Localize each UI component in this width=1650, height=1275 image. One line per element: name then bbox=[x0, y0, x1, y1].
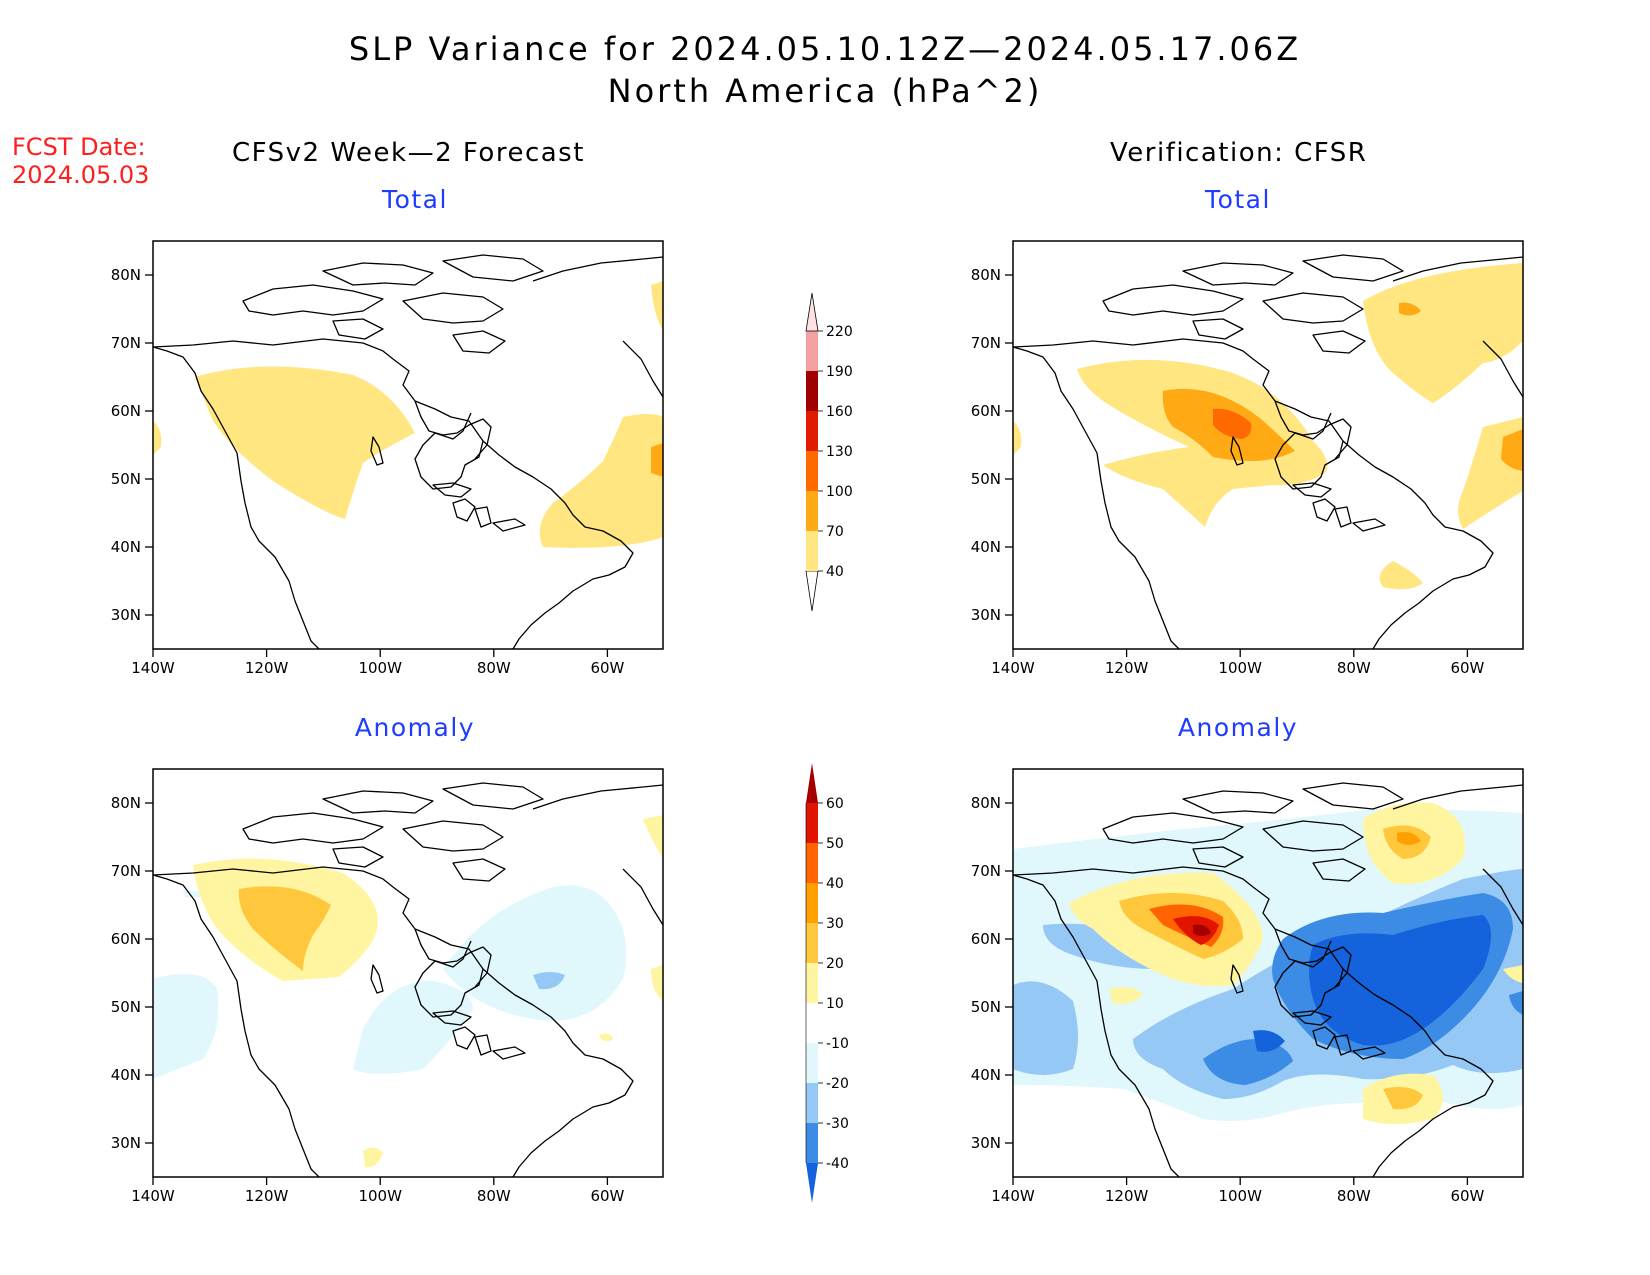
lat-tick-label: 40N bbox=[111, 1066, 141, 1084]
lat-tick-label: 50N bbox=[971, 998, 1001, 1016]
colorbar-upper-arrow bbox=[806, 763, 818, 803]
lon-tick-label: 120W bbox=[1105, 1187, 1149, 1205]
colorbar-swatch bbox=[806, 1083, 818, 1123]
lon-tick-label: 60W bbox=[1450, 659, 1484, 677]
colorbar-swatch bbox=[806, 1003, 818, 1043]
lon-tick-label: 120W bbox=[1105, 659, 1149, 677]
lon-tick-label: 140W bbox=[991, 1187, 1035, 1205]
lat-tick-label: 30N bbox=[971, 1134, 1001, 1152]
lat-tick-label: 60N bbox=[111, 930, 141, 948]
lat-tick-label: 60N bbox=[971, 930, 1001, 948]
colorbar: 40 70 100 130 160 190 220 bbox=[805, 292, 853, 612]
lon-tick-label: 120W bbox=[245, 659, 289, 677]
colorbar-swatch bbox=[806, 371, 818, 411]
colorbar-label: 70 bbox=[826, 524, 844, 540]
lat-tick-label: 60N bbox=[971, 402, 1001, 420]
lat-tick-label: 40N bbox=[111, 538, 141, 556]
colorbar-swatch bbox=[806, 451, 818, 491]
colorbar-label: 50 bbox=[826, 836, 844, 852]
main-subtitle: North America (hPa^2) bbox=[607, 72, 1043, 110]
colorbar-label: 40 bbox=[826, 564, 844, 580]
panel-subtitle-verification-anomaly: Anomaly bbox=[1177, 713, 1299, 742]
colorbar: -40 -30 -20 -10 10 20 30 40 50 60 bbox=[805, 763, 849, 1203]
panel-forecast-total bbox=[152, 240, 664, 650]
lat-tick-label: 80N bbox=[111, 794, 141, 812]
colorbar-label: 60 bbox=[826, 796, 844, 812]
colorbar-swatch bbox=[806, 883, 818, 923]
colorbar-upper-arrow bbox=[805, 292, 819, 332]
colorbar-swatch bbox=[806, 491, 818, 531]
lat-tick-label: 30N bbox=[111, 606, 141, 624]
lon-tick-label: 60W bbox=[1450, 1187, 1484, 1205]
colorbar-swatch bbox=[806, 331, 818, 371]
colorbar-label: 100 bbox=[826, 484, 853, 500]
panel-subtitle-forecast-total: Total bbox=[382, 185, 448, 214]
panel-subtitle-verification-total: Total bbox=[1205, 185, 1271, 214]
colorbar-swatch bbox=[806, 923, 818, 963]
colorbar-swatch bbox=[806, 411, 818, 451]
lon-tick-label: 140W bbox=[991, 659, 1035, 677]
colorbar-label: -10 bbox=[826, 1036, 849, 1052]
panel-verification-anomaly bbox=[1012, 768, 1524, 1178]
lat-tick-label: 30N bbox=[111, 1134, 141, 1152]
panel-subtitle-forecast-anomaly: Anomaly bbox=[354, 713, 476, 742]
colorbar-label: 30 bbox=[826, 916, 844, 932]
lon-tick-label: 80W bbox=[1337, 1187, 1371, 1205]
lon-tick-label: 80W bbox=[477, 1187, 511, 1205]
colorbar-lower-arrow bbox=[805, 570, 819, 612]
lat-tick-label: 50N bbox=[111, 998, 141, 1016]
colorbar-label: 40 bbox=[826, 876, 844, 892]
lon-tick-label: 140W bbox=[131, 1187, 175, 1205]
colorbar-swatch bbox=[806, 963, 818, 1003]
lon-tick-label: 60W bbox=[590, 659, 624, 677]
colorbar-label: 190 bbox=[826, 364, 853, 380]
verification-column-title: Verification: CFSR bbox=[1110, 138, 1368, 168]
colorbar-layer: 40 70 100 130 160 190 220 -40 -30 -20 -10 10 20 30 40 5… bbox=[805, 292, 853, 1203]
lon-tick-label: 140W bbox=[131, 659, 175, 677]
colorbar-swatch bbox=[806, 1043, 818, 1083]
colorbar-label: 10 bbox=[826, 996, 844, 1012]
lon-tick-label: 80W bbox=[1337, 659, 1371, 677]
panel-forecast-anomaly bbox=[152, 768, 664, 1178]
lat-tick-label: 30N bbox=[971, 606, 1001, 624]
colorbar-label: -30 bbox=[826, 1116, 849, 1132]
lat-tick-label: 70N bbox=[971, 334, 1001, 352]
lat-tick-label: 70N bbox=[111, 862, 141, 880]
lat-tick-label: 50N bbox=[111, 470, 141, 488]
colorbar-label: -40 bbox=[826, 1156, 849, 1172]
lon-tick-label: 80W bbox=[477, 659, 511, 677]
colorbar-swatch bbox=[806, 1123, 818, 1163]
colorbar-label: -20 bbox=[826, 1076, 849, 1092]
lat-tick-label: 80N bbox=[111, 266, 141, 284]
colorbar-label: 20 bbox=[826, 956, 844, 972]
lon-tick-label: 100W bbox=[358, 1187, 402, 1205]
lat-tick-label: 60N bbox=[111, 402, 141, 420]
colorbar-lower-arrow bbox=[806, 1163, 818, 1203]
lon-tick-label: 100W bbox=[1218, 659, 1262, 677]
colorbar-label: 130 bbox=[826, 444, 853, 460]
fcst-date-label: FCST Date: bbox=[12, 133, 146, 161]
colorbar-swatch bbox=[806, 531, 818, 571]
lat-tick-label: 50N bbox=[971, 470, 1001, 488]
lat-tick-label: 70N bbox=[111, 334, 141, 352]
colorbar-label: 160 bbox=[826, 404, 853, 420]
axis-layer: 140W 120W 100W 80W 60W 30N 40N 50N 60N 70N 80N 140W… bbox=[111, 266, 1485, 1205]
lat-tick-label: 40N bbox=[971, 538, 1001, 556]
forecast-column-title: CFSv2 Week—2 Forecast bbox=[232, 138, 585, 168]
lat-tick-label: 70N bbox=[971, 862, 1001, 880]
lon-tick-label: 60W bbox=[590, 1187, 624, 1205]
colorbar-label: 220 bbox=[826, 324, 853, 340]
lon-tick-label: 100W bbox=[1218, 1187, 1262, 1205]
lon-tick-label: 100W bbox=[358, 659, 402, 677]
lat-tick-label: 80N bbox=[971, 794, 1001, 812]
lat-tick-label: 80N bbox=[971, 266, 1001, 284]
lon-tick-label: 120W bbox=[245, 1187, 289, 1205]
panel-verification-total bbox=[1012, 240, 1524, 650]
colorbar-swatch bbox=[806, 843, 818, 883]
fcst-date-value: 2024.05.03 bbox=[12, 161, 150, 189]
colorbar-swatch bbox=[806, 803, 818, 843]
main-title: SLP Variance for 2024.05.10.12Z—2024.05.… bbox=[348, 30, 1302, 68]
lat-tick-label: 40N bbox=[971, 1066, 1001, 1084]
